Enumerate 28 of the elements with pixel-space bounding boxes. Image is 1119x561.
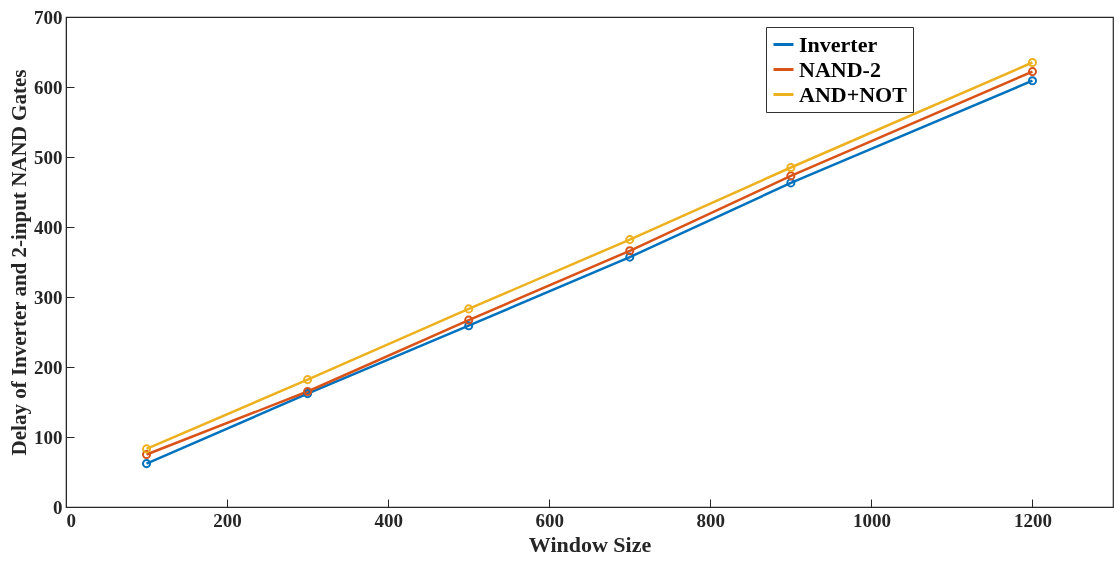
x-tick-label: 600: [535, 509, 564, 531]
y-tick-label: 200: [34, 356, 63, 378]
point: [625, 246, 635, 256]
legend-label: AND+NOT: [799, 81, 908, 107]
x-tick-label: 200: [213, 509, 242, 531]
point: [786, 171, 796, 181]
y-tick-label: 500: [34, 146, 63, 168]
y-tick-label: 300: [34, 286, 63, 308]
x-tick-label: 1200: [1013, 509, 1052, 531]
point: [464, 304, 474, 314]
y-axis-title: Delay of Inverter and 2-input NAND Gates: [7, 69, 31, 456]
x-axis-title: Window Size: [528, 531, 652, 557]
point: [625, 252, 635, 262]
point: [464, 315, 474, 325]
x-tick-label: 1000: [852, 509, 891, 531]
x-tick-label: 800: [696, 509, 726, 531]
x-tick-label: 400: [374, 509, 403, 531]
point: [786, 178, 796, 188]
point: [786, 162, 796, 173]
y-tick-label: 400: [34, 216, 63, 238]
point: [625, 235, 635, 245]
y-tick-label: 100: [34, 426, 63, 448]
point: [464, 321, 474, 331]
legend-label: NAND-2: [799, 56, 881, 82]
y-tick-label: 600: [34, 76, 63, 98]
point: [303, 375, 313, 385]
legend-label: Inverter: [799, 31, 878, 57]
y-tick-label: 700: [34, 6, 63, 28]
